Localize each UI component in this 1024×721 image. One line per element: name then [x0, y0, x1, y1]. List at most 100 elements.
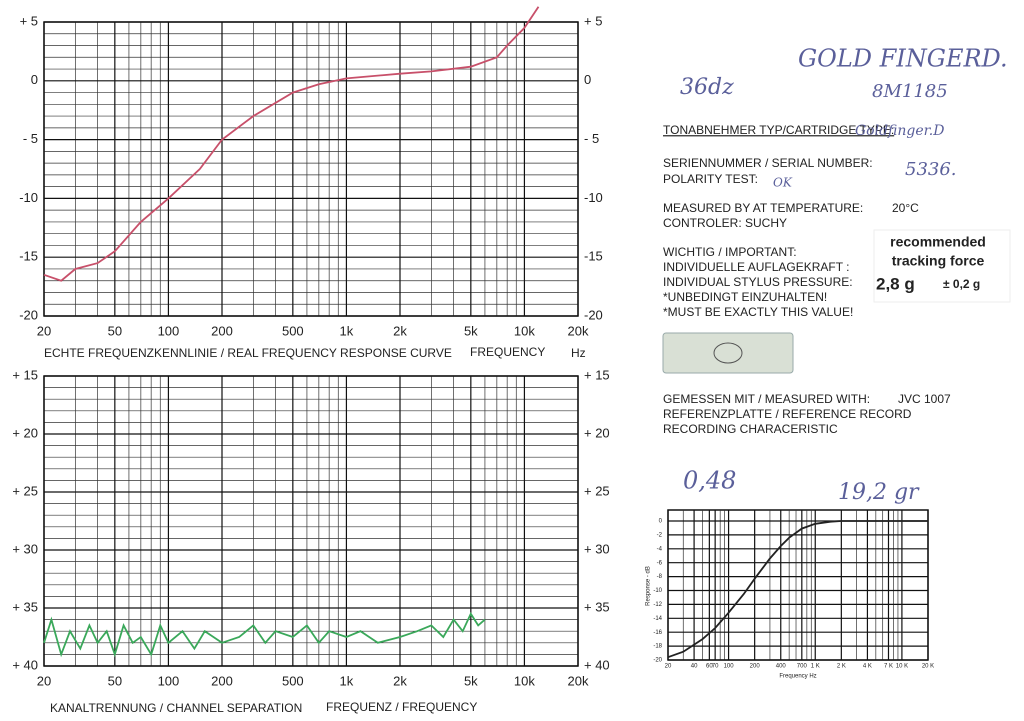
y-tick-label: -12 [653, 602, 662, 608]
label: *UNBEDINGT EINZUHALTEN! [663, 290, 827, 304]
x-tick-label: 5k [464, 673, 478, 688]
y-tick-label: -16 [653, 630, 662, 636]
y-tick-label: - 5 [584, 131, 599, 146]
y-tick-label: -2 [657, 532, 663, 538]
y-tick-label: -10 [19, 190, 38, 205]
x-tick-label: 500 [282, 673, 304, 688]
x-tick-label: 700 [797, 664, 808, 670]
handwriting: 0,48 [683, 467, 736, 495]
y-tick-label: -15 [19, 249, 38, 264]
sticker-tolerance: ± 0,2 g [943, 277, 980, 291]
label: REFERENZPLATTE / REFERENCE RECORD [663, 407, 912, 421]
sticker [873, 229, 1011, 303]
x-tick-label: 200 [211, 673, 233, 688]
x-tick-label: 10k [514, 673, 535, 688]
x-tick-label: 100 [724, 664, 735, 670]
y-tick-label: -4 [657, 546, 663, 552]
x-tick-label: 7 K [884, 664, 893, 670]
y-tick-label: -18 [653, 644, 662, 650]
curve [43, 6, 540, 282]
handwriting: 8M1185 [872, 81, 948, 102]
curve [43, 611, 486, 658]
y-tick-label: -10 [653, 588, 662, 594]
y-tick-label: + 20 [12, 425, 38, 440]
x-tick-label: 1 K [811, 664, 820, 670]
x-tick-label: 200 [211, 323, 233, 338]
x-tick-label: 2 K [837, 664, 846, 670]
sticker-text: tracking force [892, 253, 985, 269]
handwriting: 19,2 gr [838, 480, 920, 505]
label: SERIENNUMMER / SERIAL NUMBER: [663, 156, 873, 170]
x-tick-label: 100 [158, 673, 180, 688]
y-tick-label: -10 [584, 190, 603, 205]
hand-value: OK [773, 176, 793, 190]
y-tick-label: + 15 [12, 367, 38, 382]
y-tick-label: -8 [657, 574, 663, 580]
x-tick-label: 20 [37, 323, 51, 338]
y-tick-label: -15 [584, 249, 603, 264]
y-tick-label: + 35 [584, 599, 610, 614]
value: JVC 1007 [898, 392, 951, 406]
sticker-text: recommended [890, 234, 986, 250]
y-tick-label: - 5 [23, 131, 38, 146]
y-label: Response - dB [646, 566, 652, 606]
x-tick-label: 1k [340, 673, 354, 688]
x-tick-label: 2k [393, 673, 407, 688]
value: 20°C [892, 201, 919, 215]
y-tick-label: 0 [584, 72, 591, 87]
x-tick-label: 10k [514, 323, 535, 338]
x-tick-label: 5k [464, 323, 478, 338]
hand-value: Goldfinger.D [855, 123, 944, 139]
x-tick-label: 50 [108, 673, 122, 688]
label: *MUST BE EXACTLY THIS VALUE! [663, 305, 853, 319]
y-tick-label: + 35 [12, 599, 38, 614]
x-tick-label: 500 [282, 323, 304, 338]
x-tick-label: 20 [37, 673, 51, 688]
curve [667, 520, 928, 659]
x-tick-label: 60 [706, 664, 713, 670]
x-tick-label: 400 [776, 664, 787, 670]
y-tick-label: -6 [657, 560, 663, 566]
x-tick-label: 20k [568, 323, 589, 338]
handwriting: GOLD FINGERD. [798, 45, 1008, 73]
x-label: FREQUENCY [470, 345, 545, 359]
y-tick-label: + 30 [12, 541, 38, 556]
label: TONABNEHMER TYP/CARTRIDGE TYPE: [663, 123, 894, 137]
x-tick-label: 50 [108, 323, 122, 338]
y-tick-label: + 20 [584, 425, 610, 440]
x-tick-label: 20k [568, 673, 589, 688]
y-tick-label: 0 [659, 519, 663, 525]
y-tick-label: + 30 [584, 541, 610, 556]
y-tick-label: + 40 [584, 657, 610, 672]
x-tick-label: 20 [665, 664, 672, 670]
handwriting: 36dz [680, 75, 734, 100]
x-tick-label: 2k [393, 323, 407, 338]
x-tick-label: 10 K [896, 664, 908, 670]
label: WICHTIG / IMPORTANT: [663, 245, 797, 259]
y-tick-label: -20 [19, 307, 38, 322]
caption: KANALTRENNUNG / CHANNEL SEPARATION [50, 701, 302, 715]
label: INDIVIDUELLE AUFLAGEKRAFT : [663, 260, 850, 274]
y-tick-label: -20 [653, 658, 662, 664]
y-tick-label: + 5 [20, 13, 38, 28]
hand-value: 5336. [905, 159, 957, 180]
x-tick-label: 200 [750, 664, 761, 670]
x-tick-label: 40 [691, 664, 698, 670]
x-label: FREQUENZ / FREQUENCY [326, 700, 477, 714]
label: RECORDING CHARACERISTIC [663, 422, 838, 436]
caption: ECHTE FREQUENZKENNLINIE / REAL FREQUENCY… [44, 346, 452, 360]
x-label: Frequency Hz [779, 674, 816, 680]
label: POLARITY TEST: [663, 172, 758, 186]
sticker-value: 2,8 g [876, 274, 915, 293]
label: CONTROLER: SUCHY [663, 216, 787, 230]
y-tick-label: + 5 [584, 13, 602, 28]
y-tick-label: 0 [31, 72, 38, 87]
label: MEASURED BY AT TEMPERATURE: [663, 201, 863, 215]
x-tick-label: 1k [340, 323, 354, 338]
level-gauge [662, 332, 794, 374]
label: INDIVIDUAL STYLUS PRESSURE: [663, 275, 853, 289]
label: GEMESSEN MIT / MEASURED WITH: [663, 392, 870, 406]
y-tick-label: -14 [653, 616, 662, 622]
